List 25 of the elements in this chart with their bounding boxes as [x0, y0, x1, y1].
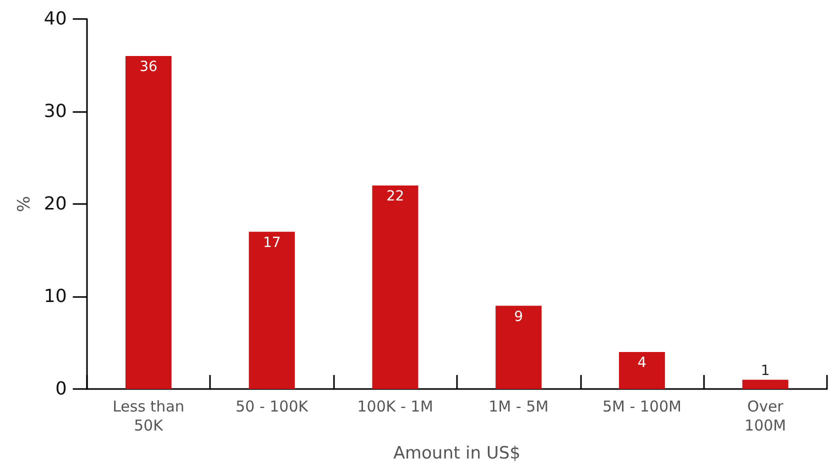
- y-axis-title: %: [14, 196, 34, 212]
- data-label: 4: [637, 355, 646, 371]
- y-tick-label: 40: [44, 8, 67, 30]
- data-label: 36: [140, 59, 158, 75]
- x-tick-label: 5M - 100M: [602, 398, 682, 416]
- data-label: 22: [386, 188, 404, 204]
- data-label: 17: [262, 234, 281, 251]
- y-tick-label: 0: [55, 378, 67, 400]
- data-label: 9: [514, 308, 524, 325]
- x-axis-title: Amount in US$: [393, 444, 520, 464]
- x-tick-label: 100K - 1M: [357, 398, 434, 416]
- y-tick-label: 10: [44, 286, 67, 307]
- bar: [372, 186, 418, 389]
- bar: [125, 56, 172, 389]
- bar: [248, 232, 295, 389]
- bar: [742, 380, 788, 389]
- y-tick-label: 30: [44, 101, 67, 122]
- x-tick-label: Less than 50K: [112, 398, 184, 434]
- x-tick-label: 1M - 5M: [488, 398, 549, 416]
- x-tick-label: 50 - 100K: [236, 398, 310, 416]
- bar: [618, 352, 665, 389]
- x-tick-label: Over 100M: [744, 398, 786, 434]
- data-label: 1: [760, 362, 770, 379]
- bar: [496, 306, 542, 389]
- y-tick-label: 20: [44, 194, 67, 214]
